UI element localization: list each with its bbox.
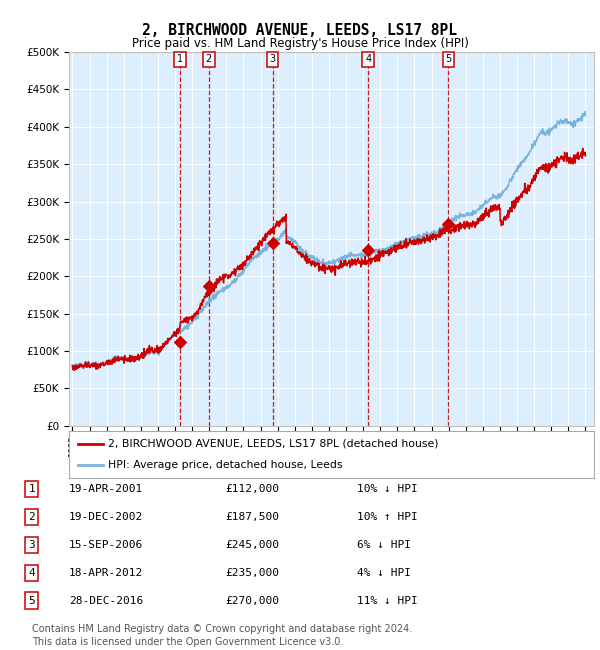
Point bbox=[443, 219, 453, 229]
Text: 11% ↓ HPI: 11% ↓ HPI bbox=[357, 595, 418, 606]
Text: 28-DEC-2016: 28-DEC-2016 bbox=[69, 595, 143, 606]
Text: 2: 2 bbox=[28, 512, 35, 522]
Text: 5: 5 bbox=[28, 595, 35, 606]
Text: 1: 1 bbox=[177, 55, 183, 64]
Text: 2: 2 bbox=[206, 55, 212, 64]
Text: £112,000: £112,000 bbox=[225, 484, 279, 494]
Text: £245,000: £245,000 bbox=[225, 540, 279, 550]
Text: 4: 4 bbox=[28, 567, 35, 578]
Text: 10% ↓ HPI: 10% ↓ HPI bbox=[357, 484, 418, 494]
Text: 1: 1 bbox=[28, 484, 35, 494]
Text: £187,500: £187,500 bbox=[225, 512, 279, 522]
Text: Contains HM Land Registry data © Crown copyright and database right 2024.
This d: Contains HM Land Registry data © Crown c… bbox=[32, 623, 412, 647]
Point bbox=[204, 280, 214, 291]
Text: 5: 5 bbox=[445, 55, 452, 64]
Text: 4% ↓ HPI: 4% ↓ HPI bbox=[357, 567, 411, 578]
Text: 2, BIRCHWOOD AVENUE, LEEDS, LS17 8PL: 2, BIRCHWOOD AVENUE, LEEDS, LS17 8PL bbox=[143, 23, 458, 38]
Text: 15-SEP-2006: 15-SEP-2006 bbox=[69, 540, 143, 550]
Text: 10% ↑ HPI: 10% ↑ HPI bbox=[357, 512, 418, 522]
Text: 19-DEC-2002: 19-DEC-2002 bbox=[69, 512, 143, 522]
Point bbox=[268, 237, 277, 248]
Text: 19-APR-2001: 19-APR-2001 bbox=[69, 484, 143, 494]
Text: Price paid vs. HM Land Registry's House Price Index (HPI): Price paid vs. HM Land Registry's House … bbox=[131, 37, 469, 50]
Text: 6% ↓ HPI: 6% ↓ HPI bbox=[357, 540, 411, 550]
Text: 2, BIRCHWOOD AVENUE, LEEDS, LS17 8PL (detached house): 2, BIRCHWOOD AVENUE, LEEDS, LS17 8PL (de… bbox=[109, 439, 439, 448]
Text: 3: 3 bbox=[28, 540, 35, 550]
Text: 18-APR-2012: 18-APR-2012 bbox=[69, 567, 143, 578]
Text: HPI: Average price, detached house, Leeds: HPI: Average price, detached house, Leed… bbox=[109, 460, 343, 470]
Point bbox=[364, 245, 373, 255]
Point bbox=[175, 337, 185, 347]
Text: £270,000: £270,000 bbox=[225, 595, 279, 606]
Text: 3: 3 bbox=[269, 55, 276, 64]
Text: £235,000: £235,000 bbox=[225, 567, 279, 578]
Text: 4: 4 bbox=[365, 55, 371, 64]
